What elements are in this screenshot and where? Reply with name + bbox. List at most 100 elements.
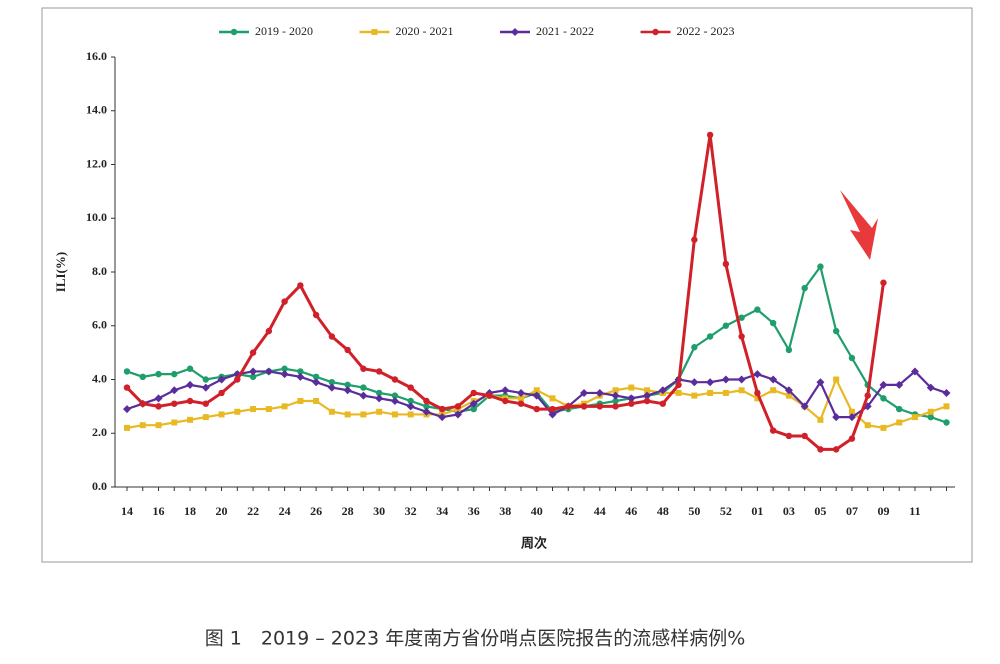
marker	[548, 410, 557, 419]
x-tick-label: 26	[310, 504, 322, 518]
marker	[722, 322, 730, 329]
marker	[706, 333, 714, 340]
marker	[360, 384, 367, 391]
marker	[155, 422, 162, 429]
marker	[234, 408, 241, 415]
marker	[707, 389, 714, 396]
marker	[470, 405, 477, 413]
marker	[880, 279, 887, 286]
marker	[155, 403, 162, 410]
x-tick-label: 09	[877, 504, 889, 518]
marker	[896, 419, 903, 426]
marker	[516, 388, 525, 397]
marker	[139, 373, 146, 381]
x-tick-label: 48	[657, 504, 669, 518]
y-tick-label: 2.0	[92, 425, 107, 439]
marker	[880, 424, 887, 431]
marker	[312, 311, 320, 319]
marker	[753, 370, 762, 379]
legend: 2019 - 2020 2020 - 2021 2021 - 2022 2022 - …	[219, 24, 735, 38]
marker	[596, 403, 603, 410]
marker	[407, 397, 414, 405]
marker	[643, 391, 652, 400]
marker	[754, 389, 761, 397]
marker	[501, 386, 510, 395]
marker	[281, 365, 288, 372]
marker	[234, 376, 241, 383]
marker	[265, 327, 273, 335]
marker	[659, 400, 667, 407]
x-tick-label: 46	[625, 504, 637, 518]
marker	[832, 327, 840, 335]
marker	[344, 346, 351, 354]
marker	[155, 370, 162, 378]
x-tick-label: 30	[373, 504, 385, 518]
y-tick-label: 12.0	[86, 156, 107, 170]
marker	[833, 376, 840, 383]
marker	[486, 392, 493, 399]
marker	[139, 400, 146, 407]
x-tick-label: 16	[153, 504, 165, 518]
marker	[565, 403, 572, 410]
marker	[202, 376, 209, 383]
marker	[533, 387, 540, 394]
marker	[533, 405, 540, 413]
marker	[675, 389, 682, 396]
x-tick-label: 07	[846, 504, 858, 518]
y-tick-label: 0.0	[92, 479, 107, 493]
legend-label: 2022 - 2023	[677, 24, 735, 38]
marker	[832, 413, 841, 422]
marker	[627, 394, 636, 403]
marker	[801, 432, 808, 440]
legend-label: 2021 - 2022	[536, 24, 594, 38]
x-axis-label: 周次	[521, 536, 547, 552]
marker	[280, 370, 289, 379]
x-tick-label: 38	[499, 504, 511, 518]
marker	[344, 411, 351, 418]
marker	[124, 424, 130, 431]
marker	[328, 408, 335, 415]
x-tick-label: 14	[121, 504, 133, 518]
marker	[549, 395, 556, 402]
marker	[769, 319, 777, 327]
marker	[800, 402, 809, 411]
y-tick-label: 16.0	[86, 49, 107, 63]
marker	[296, 372, 305, 381]
marker	[123, 405, 131, 414]
marker	[926, 383, 935, 392]
marker	[170, 386, 179, 395]
chart-frame	[41, 7, 973, 563]
marker	[880, 395, 887, 402]
x-tick-label: 01	[751, 504, 763, 518]
x-tick-label: 40	[531, 504, 543, 518]
marker	[264, 367, 273, 376]
marker	[549, 405, 556, 413]
x-tick-label: 18	[184, 504, 196, 518]
marker	[376, 408, 383, 415]
marker	[422, 407, 431, 416]
marker	[738, 387, 745, 394]
x-tick-label: 42	[562, 504, 574, 518]
marker	[927, 413, 934, 421]
marker	[612, 397, 619, 405]
marker	[186, 365, 194, 372]
marker	[375, 368, 383, 375]
marker	[927, 408, 934, 415]
marker	[171, 419, 178, 426]
marker	[123, 368, 131, 375]
marker	[187, 416, 194, 423]
marker	[691, 392, 698, 399]
x-tick-label: 05	[814, 504, 826, 518]
x-tick-label: 20	[216, 504, 228, 518]
legend-label: 2020 - 2021	[396, 24, 454, 38]
marker	[817, 446, 824, 453]
marker	[644, 387, 651, 394]
legend-label: 2019 - 2020	[255, 24, 313, 38]
marker	[281, 298, 288, 305]
marker	[784, 386, 793, 395]
marker	[785, 432, 793, 440]
marker	[469, 399, 478, 408]
marker	[910, 367, 919, 376]
